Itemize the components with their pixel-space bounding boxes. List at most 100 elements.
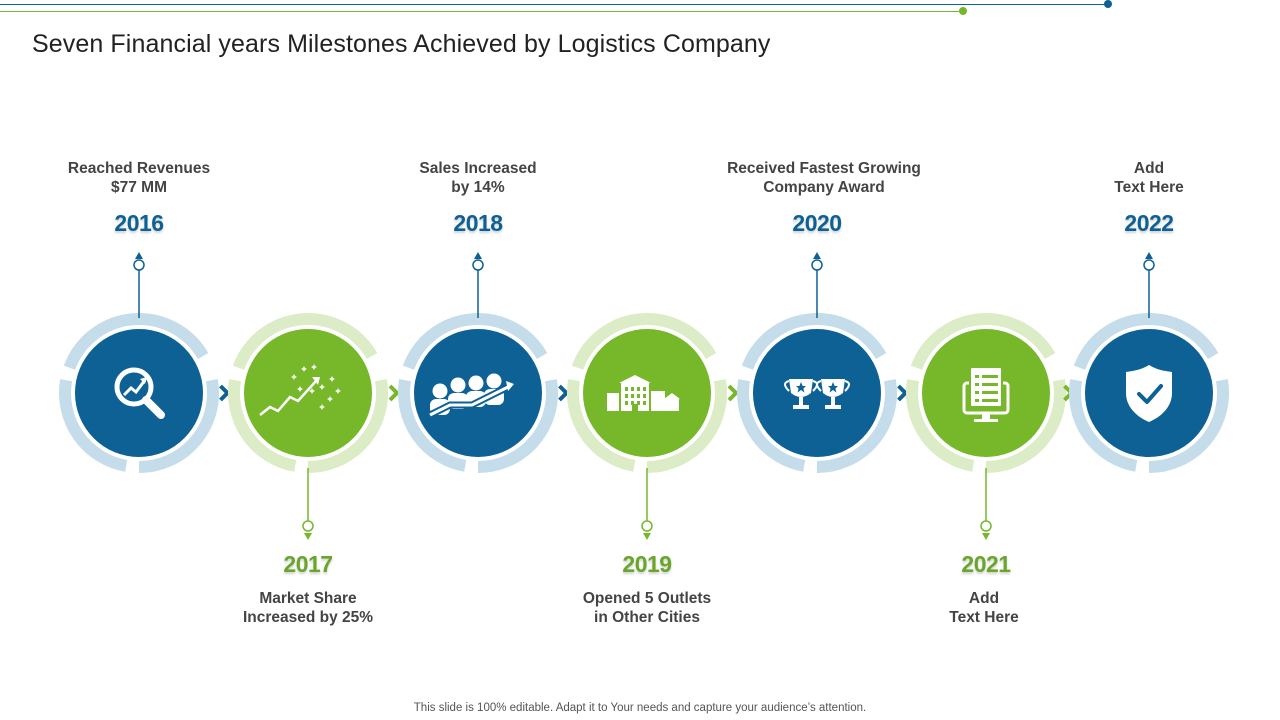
milestone-2017-ring-top bbox=[232, 313, 378, 370]
milestone-2022-ring-top bbox=[1073, 313, 1219, 370]
milestone-2018-line1: Sales Increased bbox=[419, 160, 537, 177]
top-accent-dot-blue bbox=[1104, 0, 1112, 8]
shield-check-icon bbox=[1126, 365, 1172, 422]
milestone-2017-marker-chevron bbox=[304, 533, 312, 540]
milestone-2018-caption: Sales Increased by 14% bbox=[358, 159, 598, 197]
building-window bbox=[631, 401, 634, 405]
document-line-0 bbox=[982, 375, 998, 378]
milestone-2016-year: 2016 bbox=[114, 210, 164, 236]
shield-shape bbox=[1126, 365, 1172, 422]
milestone-2017-ring-side bbox=[307, 379, 389, 473]
magnifier-trend-arrow bbox=[140, 377, 147, 384]
top-accent-line-green bbox=[0, 11, 963, 12]
building-left bbox=[607, 393, 619, 411]
trophy-star-1 bbox=[828, 382, 838, 393]
team-growth-icon bbox=[428, 373, 514, 419]
top-accent-line-blue bbox=[0, 4, 1108, 5]
trophy-handle-right-1 bbox=[844, 380, 850, 392]
trophy-base-1 bbox=[825, 405, 841, 409]
document-bullet-0 bbox=[975, 375, 979, 378]
milestone-2016-ring-side bbox=[138, 379, 220, 473]
milestone-2022-marker-chevron bbox=[1145, 252, 1153, 259]
document-bullet-2 bbox=[975, 391, 979, 394]
building-mid bbox=[651, 391, 665, 411]
milestone-2016-ring-bottom bbox=[58, 379, 128, 472]
milestone-2021-ring-top bbox=[910, 313, 1056, 370]
sparkle-star-7 bbox=[297, 386, 303, 392]
monitor-stand bbox=[982, 413, 990, 419]
magnifier-chart-icon bbox=[114, 367, 165, 419]
sparkle-star-4 bbox=[329, 376, 335, 382]
milestone-2019-caption: Opened 5 Outlets in Other Cities bbox=[527, 589, 767, 627]
milestone-2018-marker bbox=[472, 259, 484, 271]
milestone-2019-year: 2019 bbox=[622, 551, 672, 577]
connector-chevron-2016 bbox=[219, 384, 231, 402]
milestone-2017-caption: Market Share Increased by 25% bbox=[188, 589, 428, 627]
growth-arrow bbox=[312, 377, 320, 385]
trophy-stem-1 bbox=[831, 397, 835, 405]
document-line-3 bbox=[982, 399, 998, 402]
milestone-2018-ring-side bbox=[477, 379, 559, 473]
milestone-2021-line1: Add bbox=[968, 590, 1000, 607]
milestone-2019-line1: Opened 5 Outlets bbox=[582, 590, 712, 607]
milestone-2016-line2: $77 MM bbox=[111, 179, 167, 196]
connector-chevron-2018 bbox=[558, 384, 570, 402]
building-window bbox=[643, 387, 646, 391]
milestone-2016-disk bbox=[75, 329, 203, 457]
slide-footer: This slide is 100% editable. Adapt it to… bbox=[413, 702, 867, 714]
milestone-2019-marker bbox=[641, 520, 653, 532]
milestone-2016-marker-chevron bbox=[135, 252, 143, 259]
monitor-base bbox=[974, 419, 998, 422]
milestone-2016-ring-top bbox=[63, 313, 209, 370]
shield-checkmark bbox=[1137, 384, 1163, 404]
document-line-1 bbox=[982, 383, 998, 386]
building-window bbox=[637, 401, 640, 405]
team-arrow-head bbox=[506, 381, 514, 391]
milestone-2017-marker bbox=[302, 520, 314, 532]
milestone-2019-node bbox=[566, 313, 728, 540]
milestone-2017-line1: Market Share bbox=[259, 590, 357, 607]
milestone-2019-ring-top bbox=[571, 313, 717, 370]
building-window bbox=[625, 401, 628, 405]
building-right-roof bbox=[664, 393, 680, 399]
monitor-document-icon bbox=[962, 366, 1010, 422]
building-door bbox=[632, 404, 638, 411]
building-window bbox=[643, 394, 646, 398]
milestone-2022-ring-side bbox=[1148, 379, 1230, 473]
sparkle-star-5 bbox=[327, 396, 333, 402]
connector-chevron-2017 bbox=[388, 384, 400, 402]
sparkle-star-8 bbox=[319, 404, 325, 410]
milestone-2021-marker bbox=[980, 520, 992, 532]
milestone-2019-marker-chevron bbox=[643, 533, 651, 540]
building-window bbox=[631, 394, 634, 398]
milestone-2021-node bbox=[905, 313, 1067, 540]
magnifier-trend-line bbox=[122, 379, 147, 397]
milestone-2020-ring-bottom bbox=[736, 379, 806, 472]
milestone-2018-marker-chevron bbox=[474, 252, 482, 259]
milestone-2016-marker bbox=[133, 259, 145, 271]
milestone-2020-marker-chevron bbox=[813, 252, 821, 259]
building-window bbox=[625, 387, 628, 391]
milestone-2018-year: 2018 bbox=[453, 210, 503, 236]
milestone-2020-line2: Company Award bbox=[763, 179, 885, 196]
person-head-0 bbox=[432, 383, 448, 399]
milestone-2020-caption: Received Fastest Growing Company Award bbox=[704, 159, 944, 197]
milestone-2018-ring-top bbox=[402, 313, 548, 370]
milestone-2016-node bbox=[58, 252, 220, 473]
connector-chevron-2020 bbox=[897, 384, 909, 402]
milestone-2017-ring-bottom bbox=[227, 379, 297, 472]
milestone-2020-ring-side bbox=[816, 379, 898, 473]
milestone-2022-caption: Add Text Here bbox=[1029, 159, 1269, 197]
milestone-2018-ring-bottom bbox=[397, 379, 467, 472]
building-right bbox=[665, 399, 679, 411]
milestone-2017-line2: Increased by 25% bbox=[242, 609, 374, 626]
milestone-2020-line1: Received Fastest Growing bbox=[727, 160, 921, 177]
sparkle-star-1 bbox=[301, 366, 307, 372]
building-window bbox=[637, 394, 640, 398]
milestone-2017-disk bbox=[244, 329, 372, 457]
growth-sparkle-icon bbox=[259, 364, 341, 416]
milestone-2021-ring-side bbox=[985, 379, 1067, 473]
building-window bbox=[625, 394, 628, 398]
document-bullet-3 bbox=[975, 399, 979, 402]
milestone-2019-line2: in Other Cities bbox=[594, 609, 700, 626]
